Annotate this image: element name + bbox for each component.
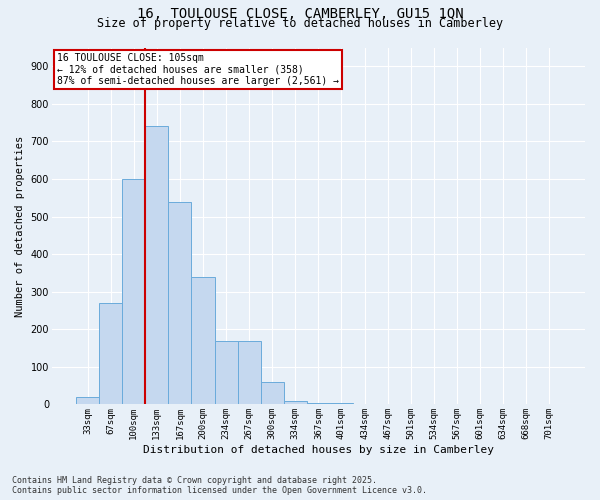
Bar <box>76 397 99 404</box>
Bar <box>330 402 353 404</box>
Bar <box>238 340 261 404</box>
Bar <box>307 402 330 404</box>
Bar <box>284 400 307 404</box>
Bar <box>122 179 145 404</box>
X-axis label: Distribution of detached houses by size in Camberley: Distribution of detached houses by size … <box>143 445 494 455</box>
Text: Size of property relative to detached houses in Camberley: Size of property relative to detached ho… <box>97 18 503 30</box>
Bar <box>99 303 122 404</box>
Bar <box>215 340 238 404</box>
Bar <box>191 276 215 404</box>
Bar <box>145 126 169 404</box>
Bar <box>261 382 284 404</box>
Y-axis label: Number of detached properties: Number of detached properties <box>15 136 25 316</box>
Text: 16 TOULOUSE CLOSE: 105sqm
← 12% of detached houses are smaller (358)
87% of semi: 16 TOULOUSE CLOSE: 105sqm ← 12% of detac… <box>57 53 339 86</box>
Text: 16, TOULOUSE CLOSE, CAMBERLEY, GU15 1QN: 16, TOULOUSE CLOSE, CAMBERLEY, GU15 1QN <box>137 8 463 22</box>
Bar <box>169 202 191 404</box>
Text: Contains HM Land Registry data © Crown copyright and database right 2025.
Contai: Contains HM Land Registry data © Crown c… <box>12 476 427 495</box>
